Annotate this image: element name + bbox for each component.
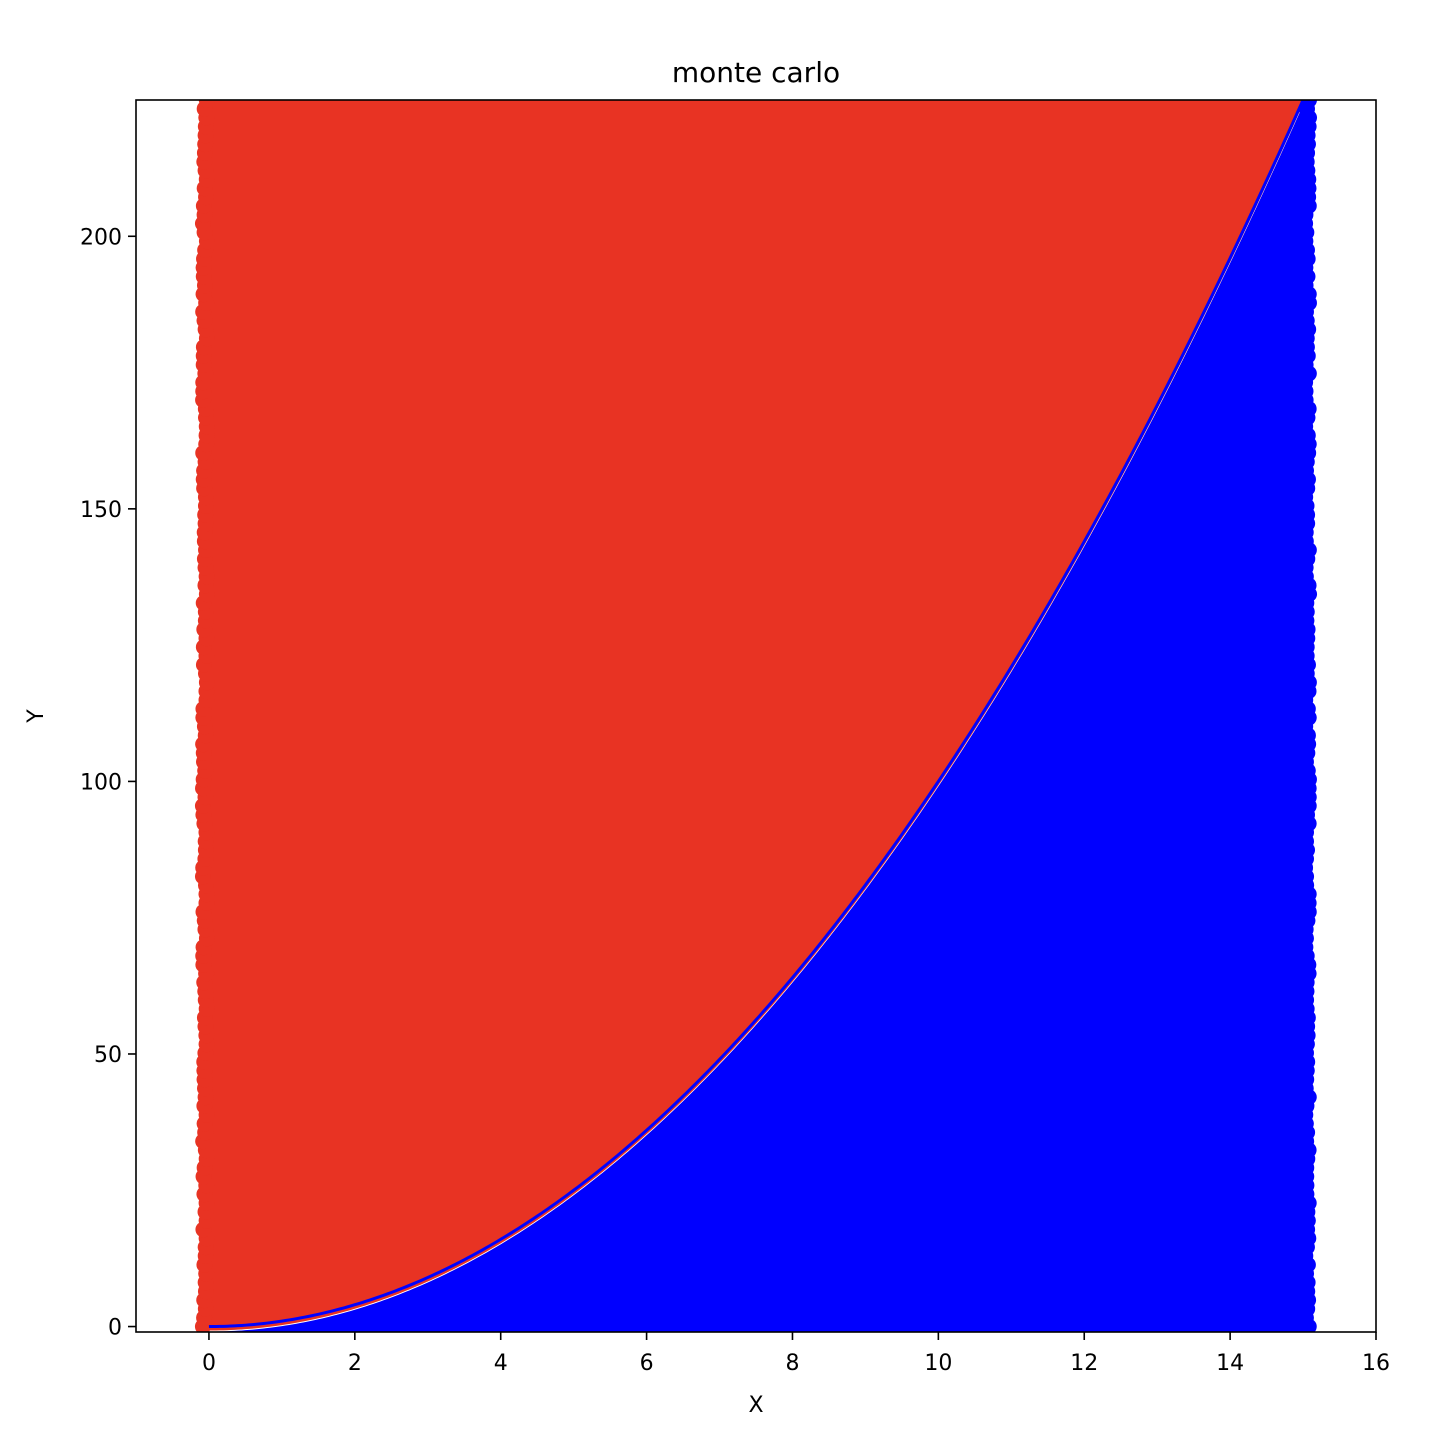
x-axis: 0 2 4 6 8 10 12 14 16 [202, 1332, 1390, 1376]
points-above-curve [200, 100, 1304, 1332]
y-axis-label: Y [24, 709, 49, 724]
x-tick-label: 0 [202, 1351, 216, 1376]
x-tick-label: 4 [494, 1351, 508, 1376]
plot-frame [135, 99, 1377, 1333]
x-tick-label: 2 [348, 1351, 362, 1376]
x-tick-label: 14 [1216, 1351, 1244, 1376]
y-axis: 0 50 100 150 200 [80, 225, 136, 1341]
scatter-edge-points [194, 100, 1318, 1332]
scatter-layer [194, 100, 1318, 1332]
x-axis-label: X [748, 1393, 763, 1418]
x-tick-label: 16 [1362, 1351, 1390, 1376]
x-tick-label: 12 [1070, 1351, 1098, 1376]
curve-y-equals-x-squared [208, 100, 1305, 1329]
scatter-point [198, 100, 215, 108]
y-tick-label: 200 [80, 225, 122, 250]
x-tick-label: 10 [924, 1351, 952, 1376]
y-tick-label: 0 [108, 1316, 122, 1341]
y-tick-label: 100 [80, 770, 122, 795]
y-tick-label: 50 [94, 1043, 122, 1068]
chart-title: monte carlo [672, 56, 840, 89]
points-below-curve [208, 105, 1312, 1332]
x-tick-label: 6 [640, 1351, 654, 1376]
y-tick-label: 150 [80, 498, 122, 523]
scatter-point [1300, 100, 1317, 108]
x-tick-label: 8 [785, 1351, 799, 1376]
